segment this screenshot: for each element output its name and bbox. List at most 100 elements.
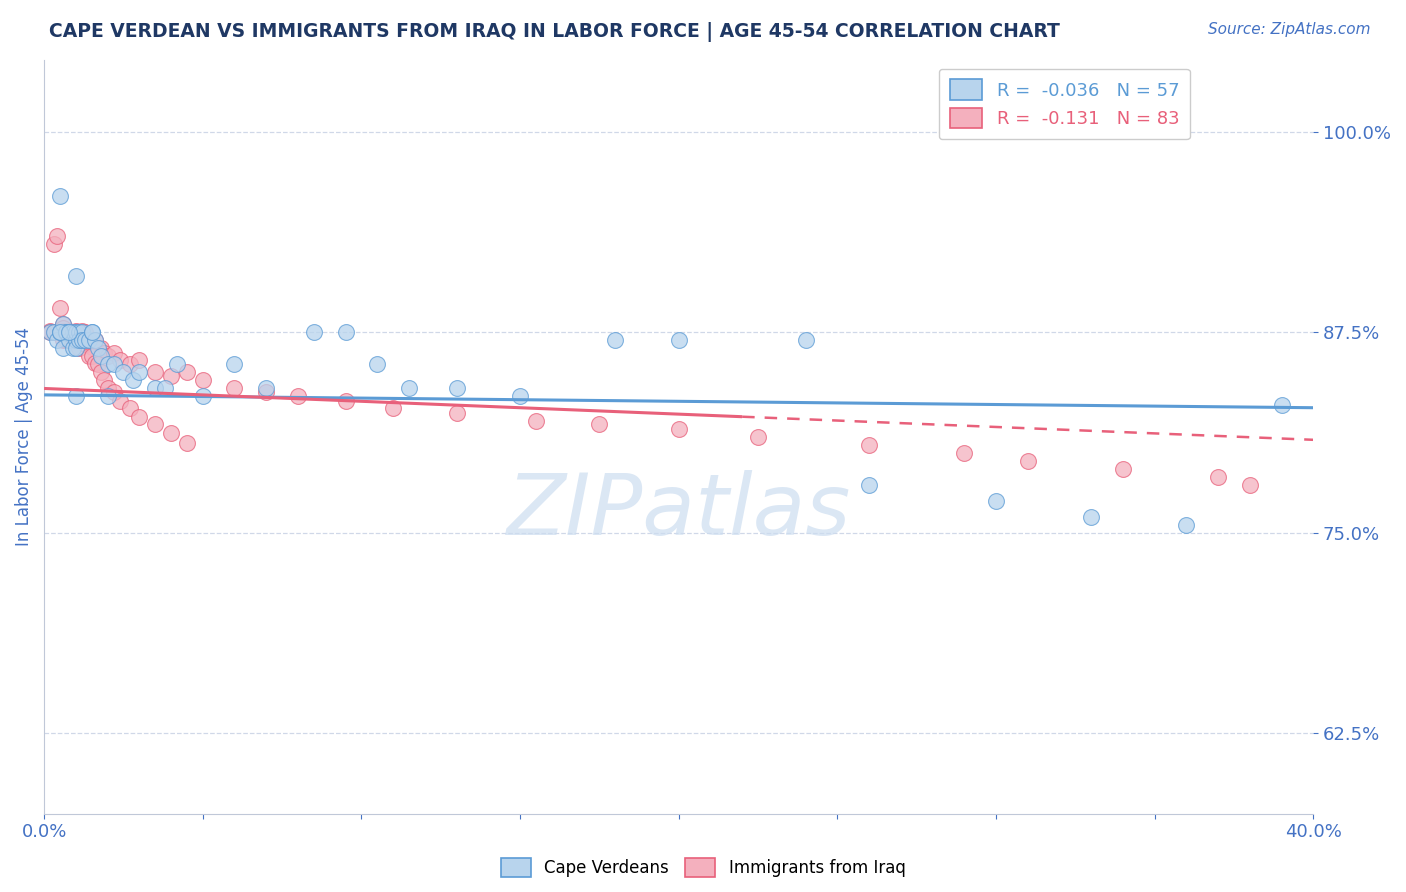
Point xyxy=(62,334,84,348)
Point xyxy=(55,326,77,340)
Point xyxy=(858,477,880,491)
Point xyxy=(67,334,90,348)
Point xyxy=(335,394,357,409)
Point xyxy=(77,350,100,364)
Point xyxy=(446,405,468,419)
Point xyxy=(668,421,690,435)
Point xyxy=(70,330,93,344)
Point xyxy=(87,342,110,356)
Point xyxy=(62,326,84,340)
Point xyxy=(128,352,150,367)
Point xyxy=(128,366,150,380)
Point xyxy=(70,334,93,348)
Point xyxy=(668,334,690,348)
Point xyxy=(67,326,90,340)
Legend: R =  -0.036   N = 57, R =  -0.131   N = 83: R = -0.036 N = 57, R = -0.131 N = 83 xyxy=(939,69,1189,139)
Point xyxy=(39,324,62,338)
Point xyxy=(858,437,880,451)
Point xyxy=(160,368,183,383)
Point xyxy=(52,334,75,348)
Point xyxy=(58,324,80,338)
Point xyxy=(191,389,214,403)
Point xyxy=(176,436,198,450)
Point xyxy=(65,326,87,340)
Point xyxy=(55,334,77,348)
Point xyxy=(382,401,405,415)
Point xyxy=(65,334,87,348)
Point xyxy=(83,334,105,348)
Point xyxy=(794,334,817,348)
Text: ZIPatlas: ZIPatlas xyxy=(506,470,851,554)
Point xyxy=(118,401,141,415)
Point xyxy=(93,374,115,388)
Point xyxy=(70,334,93,348)
Point xyxy=(70,324,93,338)
Point xyxy=(524,413,547,427)
Point xyxy=(65,334,87,348)
Point xyxy=(128,410,150,425)
Point xyxy=(55,326,77,340)
Point xyxy=(75,334,97,348)
Point xyxy=(97,382,120,396)
Point xyxy=(122,374,145,388)
Point xyxy=(58,334,80,348)
Point xyxy=(224,358,246,372)
Point xyxy=(90,350,112,364)
Point xyxy=(176,366,198,380)
Point xyxy=(62,342,84,356)
Point xyxy=(103,346,125,360)
Point xyxy=(49,326,72,340)
Point xyxy=(747,429,769,443)
Point xyxy=(287,389,309,403)
Point xyxy=(83,356,105,370)
Point xyxy=(166,358,188,372)
Point xyxy=(605,334,627,348)
Point xyxy=(49,189,72,203)
Text: Source: ZipAtlas.com: Source: ZipAtlas.com xyxy=(1208,22,1371,37)
Point xyxy=(80,326,103,340)
Point xyxy=(45,326,67,340)
Point xyxy=(52,320,75,334)
Point xyxy=(80,350,103,364)
Point xyxy=(224,382,246,396)
Point xyxy=(80,326,103,340)
Point xyxy=(191,374,214,388)
Point xyxy=(39,326,62,340)
Point xyxy=(83,334,105,348)
Point xyxy=(75,336,97,351)
Point xyxy=(1270,397,1292,411)
Point xyxy=(103,358,125,372)
Point xyxy=(1080,509,1102,524)
Point xyxy=(1112,461,1135,475)
Point xyxy=(87,358,110,372)
Point xyxy=(366,358,388,372)
Point xyxy=(143,417,166,431)
Point xyxy=(65,324,87,338)
Point xyxy=(49,326,72,340)
Point xyxy=(58,326,80,340)
Point xyxy=(49,326,72,340)
Point xyxy=(1206,469,1229,483)
Point xyxy=(254,382,277,396)
Point xyxy=(97,350,120,364)
Point xyxy=(67,334,90,348)
Point xyxy=(110,394,132,409)
Point xyxy=(984,493,1007,508)
Point xyxy=(112,366,135,380)
Point xyxy=(335,326,357,340)
Point xyxy=(75,334,97,348)
Point xyxy=(55,326,77,340)
Point xyxy=(93,346,115,360)
Point xyxy=(77,334,100,348)
Point xyxy=(49,326,72,340)
Point xyxy=(118,358,141,372)
Point xyxy=(953,445,976,459)
Point xyxy=(58,326,80,340)
Legend: Cape Verdeans, Immigrants from Iraq: Cape Verdeans, Immigrants from Iraq xyxy=(494,851,912,884)
Point xyxy=(588,417,610,431)
Point xyxy=(153,382,176,396)
Point xyxy=(160,426,183,441)
Point xyxy=(90,366,112,380)
Point xyxy=(62,326,84,340)
Point xyxy=(143,366,166,380)
